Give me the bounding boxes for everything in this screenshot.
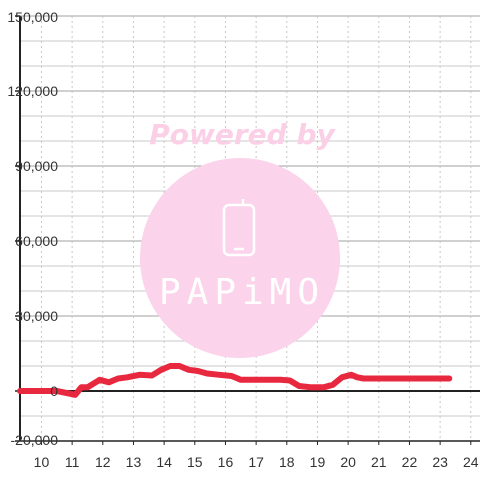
y-tick-label: 120,000 [7, 83, 58, 99]
watermark-powered-by-text: Powered by [149, 118, 336, 151]
x-tick-label: 12 [95, 454, 111, 470]
x-tick-label: 15 [187, 454, 203, 470]
axes [15, 15, 480, 445]
x-tick-label: 17 [248, 454, 264, 470]
phone-icon [222, 199, 256, 257]
x-tick-label: 21 [371, 454, 387, 470]
y-tick-label: -20,000 [11, 432, 59, 448]
y-tick-labels: -20,000 0 30,000 60,000 90,000 120,000 150,000 [7, 9, 58, 448]
x-tick-label: 16 [218, 454, 234, 470]
x-tick-label: 19 [310, 454, 326, 470]
y-tick-label: 150,000 [7, 9, 58, 25]
series-line [17, 363, 453, 398]
watermark-brand-text: PAPiMO [159, 272, 325, 313]
series-layer [17, 363, 453, 398]
y-tick-label: 0 [50, 383, 58, 399]
y-tick-label: 90,000 [15, 158, 58, 174]
watermark: Powered by PAPiMO [140, 118, 340, 358]
x-tick-label: 11 [65, 454, 80, 470]
x-tick-label: 22 [402, 454, 418, 470]
y-tick-label: 60,000 [15, 233, 58, 249]
x-tick-label: 10 [34, 454, 50, 470]
x-tick-label: 20 [340, 454, 356, 470]
x-tick-label: 23 [432, 454, 448, 470]
x-tick-label: 14 [156, 454, 172, 470]
vertical-gridlines [40, 16, 472, 441]
x-tick-label: 18 [279, 454, 295, 470]
y-tick-label: 30,000 [15, 308, 58, 324]
watermark-circle [140, 158, 340, 358]
x-tick-labels: 10 11 12 13 14 15 16 17 18 19 20 21 22 23 24 [34, 454, 479, 470]
x-tick-label: 24 [463, 454, 479, 470]
x-tick-label: 13 [126, 454, 142, 470]
